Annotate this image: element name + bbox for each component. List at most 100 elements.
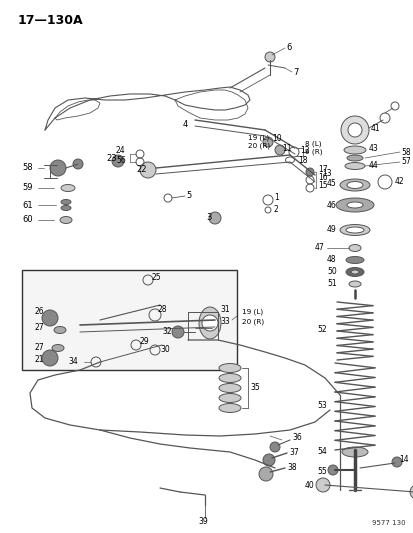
Text: 20 (R): 20 (R) xyxy=(242,319,263,325)
Text: 18: 18 xyxy=(297,156,307,165)
Circle shape xyxy=(171,326,183,338)
Text: 55: 55 xyxy=(316,467,326,477)
Text: 28: 28 xyxy=(158,305,167,314)
Ellipse shape xyxy=(346,155,362,161)
Circle shape xyxy=(262,454,274,466)
Text: 5: 5 xyxy=(185,191,191,200)
Text: 13: 13 xyxy=(321,169,331,179)
Text: 21: 21 xyxy=(35,356,44,365)
Circle shape xyxy=(347,123,361,137)
Text: 43: 43 xyxy=(368,143,378,152)
Text: 19 (L): 19 (L) xyxy=(242,309,263,315)
Circle shape xyxy=(340,116,368,144)
Ellipse shape xyxy=(346,202,362,208)
Text: 26: 26 xyxy=(35,308,45,317)
Text: 36: 36 xyxy=(291,433,301,442)
Text: 27: 27 xyxy=(35,343,45,352)
Ellipse shape xyxy=(345,256,363,263)
Ellipse shape xyxy=(335,198,373,212)
Text: 54: 54 xyxy=(316,448,326,456)
Text: 29: 29 xyxy=(140,337,149,346)
Text: 7: 7 xyxy=(292,68,298,77)
Text: 14: 14 xyxy=(398,456,408,464)
Circle shape xyxy=(262,137,272,147)
Text: 17—130A: 17—130A xyxy=(18,14,83,27)
Text: 38: 38 xyxy=(286,464,296,472)
Ellipse shape xyxy=(60,216,72,223)
Text: 32: 32 xyxy=(161,327,171,336)
Circle shape xyxy=(202,315,218,331)
Text: 27: 27 xyxy=(35,324,45,333)
Circle shape xyxy=(274,145,284,155)
Text: 12: 12 xyxy=(299,146,309,155)
Ellipse shape xyxy=(218,384,240,392)
Text: 45: 45 xyxy=(326,180,336,189)
Text: 52: 52 xyxy=(316,326,326,335)
Text: 15: 15 xyxy=(317,182,327,190)
Ellipse shape xyxy=(345,268,363,277)
Ellipse shape xyxy=(339,224,369,236)
Circle shape xyxy=(42,350,58,366)
Text: 24: 24 xyxy=(116,146,125,155)
Ellipse shape xyxy=(341,447,367,457)
Text: 1: 1 xyxy=(273,193,278,203)
Ellipse shape xyxy=(348,281,360,287)
Text: 16: 16 xyxy=(317,174,327,182)
Circle shape xyxy=(112,155,124,167)
Circle shape xyxy=(305,168,313,176)
Text: 58: 58 xyxy=(400,148,410,157)
Text: 40: 40 xyxy=(304,481,314,490)
Text: 30: 30 xyxy=(159,345,169,354)
Text: 20 (R): 20 (R) xyxy=(247,143,269,149)
Text: 58: 58 xyxy=(22,164,33,173)
Circle shape xyxy=(409,485,413,499)
Ellipse shape xyxy=(218,393,240,402)
Text: 56: 56 xyxy=(116,156,126,165)
Ellipse shape xyxy=(345,227,363,233)
Circle shape xyxy=(391,457,401,467)
Circle shape xyxy=(209,212,221,224)
Text: 6: 6 xyxy=(285,43,291,52)
Text: 31: 31 xyxy=(219,305,229,314)
Text: 17: 17 xyxy=(317,166,327,174)
Text: 25: 25 xyxy=(152,272,161,281)
Text: 44: 44 xyxy=(368,160,378,169)
Text: 57: 57 xyxy=(400,157,410,166)
Text: 35: 35 xyxy=(249,384,259,392)
Text: 33: 33 xyxy=(219,318,229,327)
Circle shape xyxy=(73,159,83,169)
Text: 53: 53 xyxy=(316,401,326,410)
Ellipse shape xyxy=(348,245,360,252)
Ellipse shape xyxy=(343,146,365,154)
Ellipse shape xyxy=(218,403,240,413)
Text: 49: 49 xyxy=(326,225,336,235)
Circle shape xyxy=(50,160,66,176)
Circle shape xyxy=(264,52,274,62)
Ellipse shape xyxy=(61,199,71,205)
Ellipse shape xyxy=(218,364,240,373)
Circle shape xyxy=(140,162,156,178)
Text: 3: 3 xyxy=(206,214,211,222)
Text: 10: 10 xyxy=(271,133,281,142)
Text: 9 (R): 9 (R) xyxy=(304,149,322,155)
Ellipse shape xyxy=(61,184,75,191)
Text: 46: 46 xyxy=(326,200,336,209)
Text: 42: 42 xyxy=(394,177,404,187)
Bar xyxy=(22,270,236,370)
Circle shape xyxy=(315,478,329,492)
Text: 11: 11 xyxy=(281,143,291,152)
Text: 50: 50 xyxy=(326,268,336,277)
Text: 37: 37 xyxy=(288,448,298,457)
Ellipse shape xyxy=(52,344,64,351)
Text: 60: 60 xyxy=(22,215,33,224)
Text: 19 (L): 19 (L) xyxy=(247,135,268,141)
Text: 2: 2 xyxy=(273,206,278,214)
Ellipse shape xyxy=(339,179,369,191)
Text: 23: 23 xyxy=(106,154,116,163)
Text: 51: 51 xyxy=(326,279,336,288)
Text: 59: 59 xyxy=(22,183,33,192)
Text: 47: 47 xyxy=(314,244,324,253)
Text: 22: 22 xyxy=(136,166,146,174)
Ellipse shape xyxy=(346,182,362,189)
Text: 9577 130: 9577 130 xyxy=(371,520,405,526)
